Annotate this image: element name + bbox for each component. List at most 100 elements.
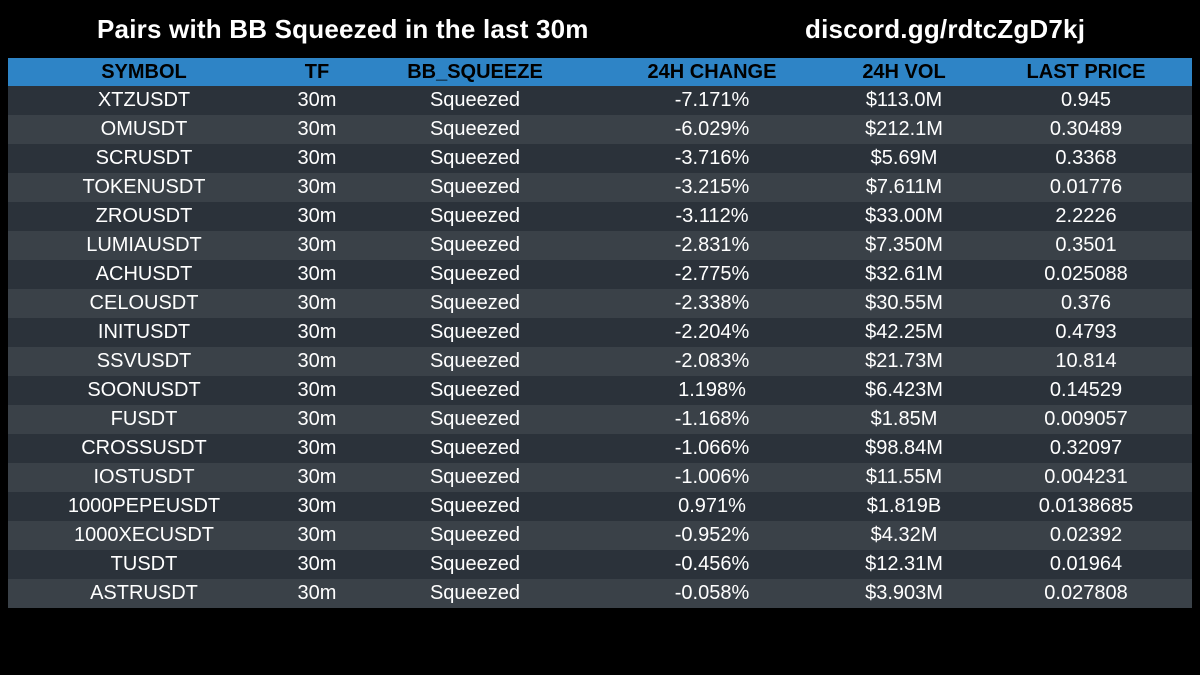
table-row[interactable]: CROSSUSDT 30m Squeezed -1.066% $98.84M 0.3209… [8,434,1192,463]
change-cell: -0.456% [674,553,750,575]
price-cell: 0.376 [1060,292,1112,314]
volume-cell: $7.350M [865,234,943,256]
bb-squeeze-cell: Squeezed [429,292,521,314]
table-row[interactable]: OMUSDT 30m Squeezed -6.029% $212.1M 0.30489 [8,115,1192,144]
tf-cell: 30m [297,89,337,111]
table-row[interactable]: INITUSDT 30m Squeezed -2.204% $42.25M 0.4793 [8,318,1192,347]
change-cell: -2.831% [674,234,750,256]
change-cell: -3.112% [675,205,749,227]
discord-link[interactable]: discord.gg/rdtcZgD7kj [805,14,1086,44]
column-header-24h-change[interactable]: 24H CHANGE [647,60,777,83]
tf-cell: 30m [297,350,337,372]
symbol-cell: ACHUSDT [95,263,193,285]
bb-squeeze-cell: Squeezed [429,89,521,111]
price-cell: 0.945 [1060,89,1112,111]
volume-cell: $7.611M [865,176,943,198]
table-row[interactable]: 1000PEPEUSDT 30m Squeezed 0.971% $1.819B 0.01… [8,492,1192,521]
price-cell: 0.004231 [1044,466,1128,488]
volume-cell: $212.1M [865,118,943,140]
tf-cell: 30m [297,524,337,546]
bb-squeeze-cell: Squeezed [429,205,521,227]
table-row[interactable]: IOSTUSDT 30m Squeezed -1.006% $11.55M 0.00423… [8,463,1192,492]
volume-cell: $1.819B [866,495,942,517]
table-row[interactable]: ACHUSDT 30m Squeezed -2.775% $32.61M 0.025088 [8,260,1192,289]
table-row[interactable]: SCRUSDT 30m Squeezed -3.716% $5.69M 0.3368 [8,144,1192,173]
table-body: XTZUSDT 30m Squeezed -7.171% $113.0M 0.945 OMU… [8,86,1192,608]
column-header-bb-squeeze[interactable]: BB_SQUEEZE [407,60,543,83]
bb-squeeze-cell: Squeezed [429,495,521,517]
column-header-24h-vol[interactable]: 24H VOL [862,60,946,83]
price-cell: 0.0138685 [1038,495,1134,517]
change-cell: -6.029% [674,118,750,140]
bb-squeeze-cell: Squeezed [429,553,521,575]
volume-cell: $42.25M [865,321,943,343]
symbol-cell: ZROUSDT [95,205,193,227]
volume-cell: $32.61M [865,263,943,285]
tf-cell: 30m [297,234,337,256]
table-row[interactable]: LUMIAUSDT 30m Squeezed -2.831% $7.350M 0.3501 [8,231,1192,260]
change-cell: -1.006% [674,466,750,488]
table-row[interactable]: TOKENUSDT 30m Squeezed -3.215% $7.611M 0.0177… [8,173,1192,202]
table-row[interactable]: ASTRUSDT 30m Squeezed -0.058% $3.903M 0.02780… [8,579,1192,608]
bb-squeeze-cell: Squeezed [429,466,521,488]
price-cell: 0.30489 [1049,118,1123,140]
table-row[interactable]: ZROUSDT 30m Squeezed -3.112% $33.00M 2.2226 [8,202,1192,231]
change-cell: 0.971% [678,495,746,517]
volume-cell: $3.903M [865,582,943,604]
bb-squeeze-cell: Squeezed [429,582,521,604]
bb-squeeze-cell: Squeezed [429,321,521,343]
table-row[interactable]: SOONUSDT 30m Squeezed 1.198% $6.423M 0.14529 [8,376,1192,405]
price-cell: 0.3368 [1055,147,1117,169]
price-cell: 0.02392 [1049,524,1123,546]
price-cell: 0.027808 [1044,582,1128,604]
change-cell: -3.716% [674,147,750,169]
price-cell: 0.01776 [1049,176,1123,198]
symbol-cell: SOONUSDT [87,379,201,401]
volume-cell: $11.55M [865,466,943,488]
volume-cell: $12.31M [865,553,943,575]
title-bar: Pairs with BB Squeezed in the last 30m d… [0,0,1200,58]
volume-cell: $98.84M [865,437,943,459]
tf-cell: 30m [297,582,337,604]
tf-cell: 30m [297,495,337,517]
squeeze-table: SYMBOL TF BB_SQUEEZE 24H CHANGE 24H VOL … [8,58,1192,608]
table-row[interactable]: FUSDT 30m Squeezed -1.168% $1.85M 0.009057 [8,405,1192,434]
tf-cell: 30m [297,408,337,430]
change-cell: -7.171% [674,89,750,111]
bb-squeeze-cell: Squeezed [429,408,521,430]
price-cell: 0.32097 [1049,437,1123,459]
symbol-cell: OMUSDT [100,118,188,140]
table-row[interactable]: 1000XECUSDT 30m Squeezed -0.952% $4.32M 0.023… [8,521,1192,550]
volume-cell: $21.73M [865,350,943,372]
symbol-cell: ASTRUSDT [90,582,198,604]
table-row[interactable]: SSVUSDT 30m Squeezed -2.083% $21.73M 10.814 [8,347,1192,376]
table-row[interactable]: CELOUSDT 30m Squeezed -2.338% $30.55M 0.376 [8,289,1192,318]
table-row[interactable]: TUSDT 30m Squeezed -0.456% $12.31M 0.01964 [8,550,1192,579]
tf-cell: 30m [297,466,337,488]
symbol-cell: FUSDT [110,408,178,430]
price-cell: 2.2226 [1055,205,1117,227]
column-header-last-price[interactable]: LAST PRICE [1026,60,1146,83]
tf-cell: 30m [297,147,337,169]
column-header-tf[interactable]: TF [304,60,330,83]
volume-cell: $4.32M [870,524,938,546]
price-cell: 0.025088 [1044,263,1128,285]
tf-cell: 30m [297,553,337,575]
bb-squeeze-cell: Squeezed [429,176,521,198]
table-row[interactable]: XTZUSDT 30m Squeezed -7.171% $113.0M 0.945 [8,86,1192,115]
change-cell: -1.066% [674,437,750,459]
tf-cell: 30m [297,321,337,343]
symbol-cell: TUSDT [110,553,178,575]
change-cell: 1.198% [678,379,746,401]
bb-squeeze-cell: Squeezed [429,234,521,256]
symbol-cell: XTZUSDT [97,89,191,111]
tf-cell: 30m [297,263,337,285]
column-header-symbol[interactable]: SYMBOL [101,60,187,83]
tf-cell: 30m [297,379,337,401]
tf-cell: 30m [297,292,337,314]
symbol-cell: IOSTUSDT [93,466,195,488]
volume-cell: $5.69M [870,147,938,169]
symbol-cell: LUMIAUSDT [86,234,202,256]
volume-cell: $33.00M [865,205,943,227]
symbol-cell: CELOUSDT [89,292,199,314]
